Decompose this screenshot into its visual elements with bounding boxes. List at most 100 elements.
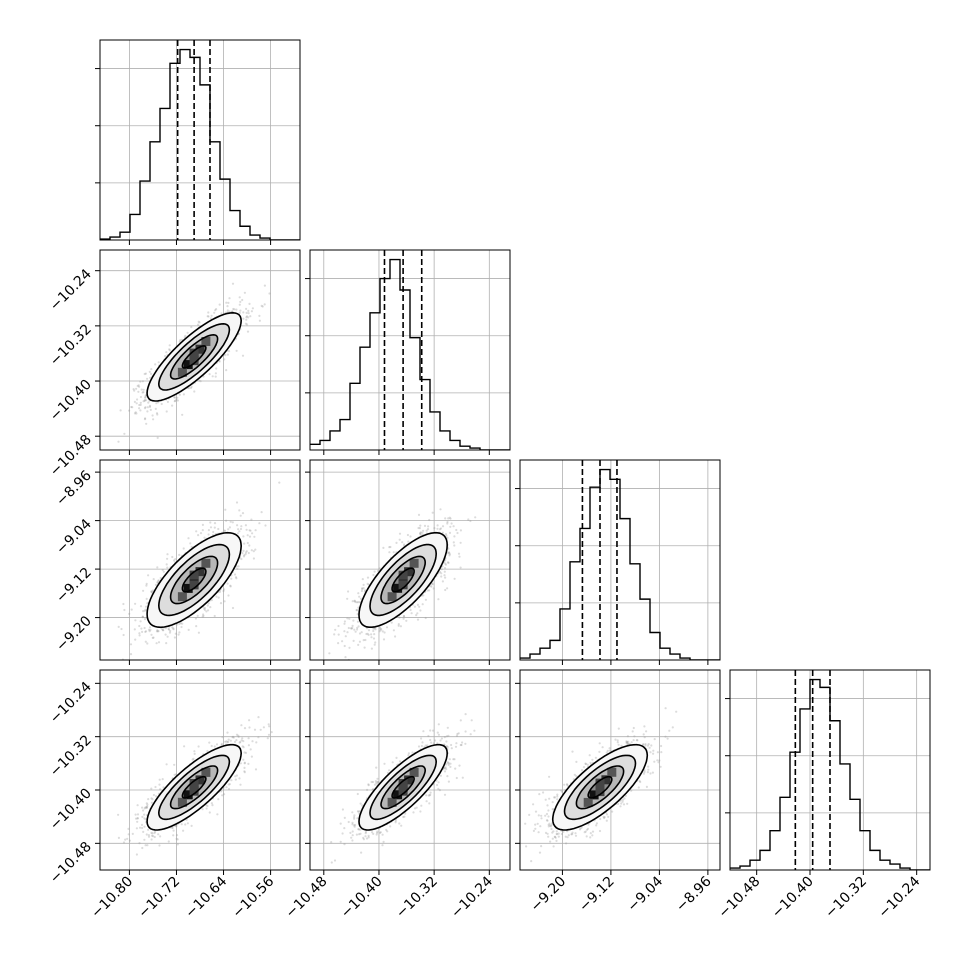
scatter-point [229,584,232,587]
scatter-point [358,640,361,643]
scatter-point [599,817,602,821]
scatter-point [356,792,359,796]
scatter-point [176,396,179,399]
scatter-point [235,774,238,777]
scatter-point [153,831,156,835]
scatter-point [357,643,360,647]
scatter-point [145,806,148,809]
scatter-point [565,842,568,845]
scatter-point [211,804,214,807]
scatter-point [230,779,233,782]
scatter-point [534,823,537,826]
scatter-point [117,625,120,629]
scatter-point [226,353,229,356]
scatter-point [250,549,253,552]
scatter-point [154,583,157,587]
scatter-point [248,726,251,729]
scatter-point [457,732,460,735]
scatter-point [147,835,151,838]
scatter-point [428,589,431,592]
scatter-point [587,823,590,826]
scatter-point [350,627,353,630]
scatter-point [229,520,232,523]
scatter-point [343,620,346,623]
scatter-point [143,825,146,828]
scatter-point [162,629,165,632]
scatter-point [167,840,170,843]
scatter-point [268,725,271,728]
scatter-point [149,376,152,379]
scatter-point [446,726,449,729]
histogram-step [310,258,510,450]
scatter-point [140,823,144,827]
scatter-point [205,610,208,613]
scatter-point [226,305,229,308]
scatter-point [450,743,453,747]
scatter-point [448,554,451,557]
scatter-point [624,794,627,798]
scatter-point [122,841,126,844]
scatter-point [539,825,542,828]
scatter-point [206,315,209,318]
scatter-point [220,742,223,746]
scatter-point [357,828,361,831]
scatter-point [165,563,168,566]
scatter-point [358,632,362,635]
scatter-point [190,824,193,828]
scatter-point [165,642,168,645]
histogram-frame [519,459,721,661]
scatter-point [456,732,459,736]
scatter-point [187,628,190,632]
scatter-point [257,736,260,739]
scatter-point [364,835,367,838]
scatter-point [642,733,645,736]
scatter-point [381,844,384,847]
scatter-point [443,770,447,773]
histogram-panel-2 [520,460,720,660]
scatter-point [220,790,223,793]
scatter-point [226,741,229,744]
scatter-point [167,627,170,631]
scatter-point [574,832,577,835]
scatter-point [580,769,584,772]
scatter-point [464,713,467,716]
scatter-point [136,817,139,820]
scatter-point [443,793,447,796]
scatter-point [254,548,257,551]
scatter-point [557,835,560,838]
scatter-point [362,639,365,642]
scatter-point [547,835,550,838]
scatter-point [223,529,226,532]
scatter-point [547,809,550,812]
scatter-point [358,601,361,604]
scatter-point [145,582,148,586]
scatter-point [534,810,538,813]
scatter-point [616,739,619,742]
scatter-point [251,740,254,743]
scatter-point [560,832,564,836]
scatter-point [156,630,159,633]
scatter-point [608,749,612,752]
scatter-point [137,384,140,387]
scatter-point [359,802,362,805]
scatter-point [135,817,138,820]
scatter-point [530,860,533,863]
scatter-point [459,529,462,532]
scatter-point [152,578,155,581]
scatter-point [140,627,143,630]
scatter-point [235,733,239,736]
scatter-point [230,577,233,580]
scatter-point [234,775,237,778]
scatter-point [144,605,148,608]
density-panel-0-3 [100,670,300,870]
scatter-point [259,728,262,731]
scatter-point [434,739,437,742]
y-tick-label: −10.32 [47,732,95,780]
scatter-point [206,604,209,607]
histogram-step [520,468,720,660]
scatter-point [424,744,427,747]
scatter-point [549,825,553,828]
scatter-point [150,633,153,636]
scatter-point [375,833,378,836]
scatter-point [207,315,210,318]
